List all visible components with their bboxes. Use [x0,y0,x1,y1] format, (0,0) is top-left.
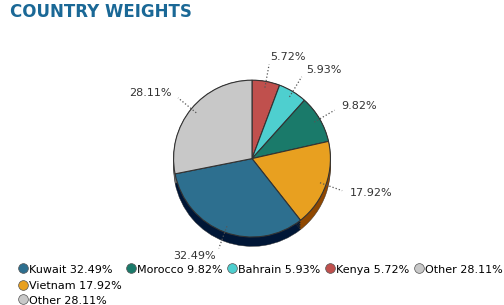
Wedge shape [252,88,304,161]
Text: 5.93%: 5.93% [306,65,341,75]
Text: 17.92%: 17.92% [350,188,392,198]
Wedge shape [173,87,252,181]
Wedge shape [252,107,329,166]
Text: 28.11%: 28.11% [130,88,172,98]
Wedge shape [175,168,300,246]
Wedge shape [173,80,252,174]
Wedge shape [252,141,331,220]
Wedge shape [173,80,252,174]
Wedge shape [252,85,280,163]
Wedge shape [252,80,280,159]
Wedge shape [252,149,331,227]
Wedge shape [175,159,300,237]
Wedge shape [252,92,304,166]
Wedge shape [252,144,331,223]
Wedge shape [175,166,300,244]
Wedge shape [252,146,331,225]
Wedge shape [252,100,329,159]
Legend: Other 28.11%: Other 28.11% [16,291,111,305]
Text: 32.49%: 32.49% [173,251,216,261]
Wedge shape [252,105,329,163]
Wedge shape [252,100,329,159]
Wedge shape [175,159,300,237]
Wedge shape [252,151,331,230]
Wedge shape [252,87,280,166]
Wedge shape [252,85,304,159]
Wedge shape [252,141,331,220]
Wedge shape [252,110,329,168]
Text: COUNTRY WEIGHTS: COUNTRY WEIGHTS [10,3,192,21]
Wedge shape [252,102,329,161]
Wedge shape [173,83,252,176]
Wedge shape [173,85,252,178]
Wedge shape [175,163,300,242]
Wedge shape [252,85,304,159]
Wedge shape [252,90,304,163]
Wedge shape [175,161,300,239]
Wedge shape [173,90,252,183]
Wedge shape [252,90,280,168]
Wedge shape [252,95,304,168]
Wedge shape [252,83,280,161]
Text: 9.82%: 9.82% [341,101,377,111]
Text: 5.72%: 5.72% [271,52,306,62]
Wedge shape [252,80,280,159]
